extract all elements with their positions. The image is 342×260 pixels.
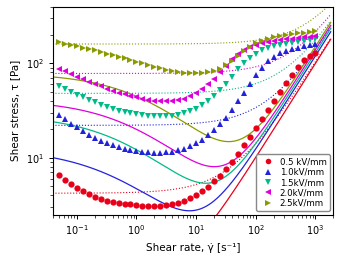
- Legend: 0.5 kV/mm, 1.0kV/mm, 1.5kV/mm, 2.0kV/mm, 2.5kV/mm: 0.5 kV/mm, 1.0kV/mm, 1.5kV/mm, 2.0kV/mm,…: [256, 154, 330, 211]
- Y-axis label: Shear stress, τ [Pa]: Shear stress, τ [Pa]: [10, 60, 20, 161]
- X-axis label: Shear rate, γ̇ [s⁻¹]: Shear rate, γ̇ [s⁻¹]: [146, 243, 240, 253]
